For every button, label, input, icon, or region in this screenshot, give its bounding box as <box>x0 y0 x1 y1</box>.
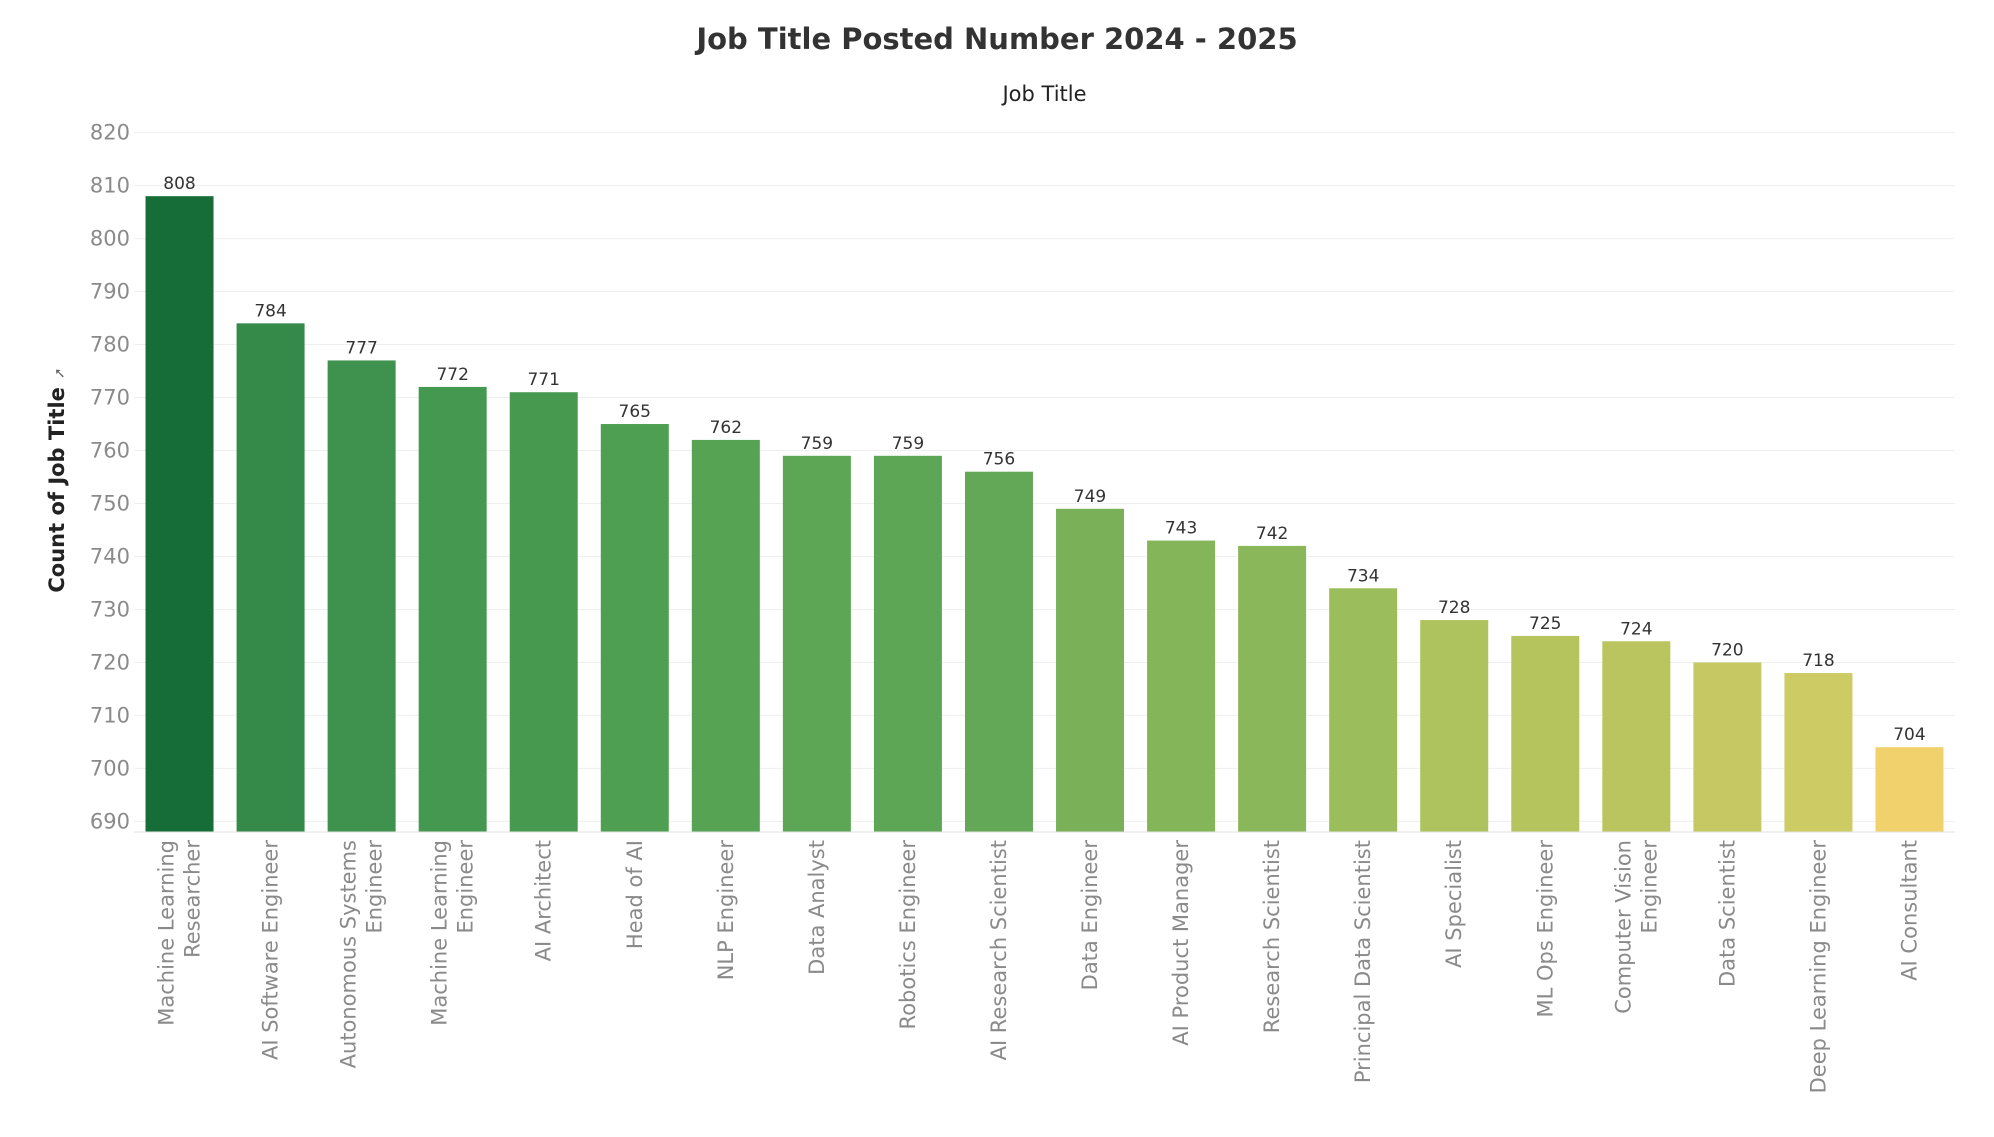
x-category-label: AI Architect <box>532 840 556 961</box>
bar[interactable] <box>964 471 1033 832</box>
bar-value-label: 756 <box>983 450 1015 470</box>
bar[interactable] <box>1238 545 1307 832</box>
bar[interactable] <box>1420 620 1489 832</box>
y-tick-label: 720 <box>90 650 130 674</box>
x-category-label: Computer Vision <box>1611 840 1635 1014</box>
x-category-label: Head of AI <box>623 840 647 949</box>
x-category-label: Machine Learning <box>155 840 179 1026</box>
x-category-label: Data Analyst <box>805 840 829 975</box>
bar-value-label: 734 <box>1347 566 1379 586</box>
bar[interactable] <box>1511 635 1580 832</box>
x-category-label: Data Scientist <box>1715 840 1739 987</box>
y-tick-label: 730 <box>90 597 130 621</box>
bar-value-label: 765 <box>619 402 651 422</box>
y-tick-label: 770 <box>90 386 130 410</box>
bar-value-label: 720 <box>1711 640 1743 660</box>
x-category-label: Principal Data Scientist <box>1351 840 1375 1083</box>
bar-value-label: 704 <box>1893 725 1925 745</box>
bar[interactable] <box>600 424 669 832</box>
x-category-label: AI Research Scientist <box>987 840 1011 1060</box>
bar[interactable] <box>691 439 760 832</box>
x-category-label: Engineer <box>454 840 478 934</box>
bar-value-label: 762 <box>710 418 742 438</box>
bar-value-label: 742 <box>1256 524 1288 544</box>
y-tick-label: 690 <box>90 809 130 833</box>
x-category-label: Deep Learning Engineer <box>1806 840 1830 1094</box>
y-tick-label: 780 <box>90 333 130 357</box>
y-tick-label: 740 <box>90 544 130 568</box>
x-category-label: AI Software Engineer <box>259 840 283 1060</box>
y-tick-label: 700 <box>90 756 130 780</box>
y-tick-label: 820 <box>90 121 130 145</box>
x-category-label: Engineer <box>1637 840 1661 934</box>
bar-value-label: 808 <box>163 174 195 194</box>
x-category-label: Machine Learning <box>428 840 452 1026</box>
bar[interactable] <box>782 455 851 832</box>
bar-value-label: 777 <box>345 338 377 358</box>
bar-value-label: 772 <box>436 365 468 385</box>
bar-value-label: 743 <box>1165 519 1197 539</box>
x-category-label: Autonomous Systems <box>337 840 361 1068</box>
bar-value-label: 749 <box>1074 487 1106 507</box>
y-tick-label: 810 <box>90 174 130 198</box>
x-category-label: ML Ops Engineer <box>1533 840 1557 1018</box>
bar[interactable] <box>236 323 305 832</box>
x-category-label: Robotics Engineer <box>896 840 920 1030</box>
x-category-label: AI Product Manager <box>1169 840 1193 1046</box>
x-category-label: Data Engineer <box>1078 840 1102 991</box>
chart-title: Job Title Posted Number 2024 - 2025 <box>696 22 1298 56</box>
x-category-label: AI Specialist <box>1442 840 1466 968</box>
y-tick-label: 800 <box>90 227 130 251</box>
bar[interactable] <box>327 360 396 832</box>
bar[interactable] <box>418 386 487 832</box>
bar-value-label: 759 <box>892 434 924 454</box>
bar[interactable] <box>1147 540 1216 832</box>
x-category-label: Researcher <box>181 840 205 958</box>
y-tick-label: 750 <box>90 491 130 515</box>
bar[interactable] <box>1056 508 1125 832</box>
x-category-label: Engineer <box>363 840 387 934</box>
x-category-label: AI Consultant <box>1897 840 1921 981</box>
x-category-label: NLP Engineer <box>714 840 738 981</box>
bar-value-label: 771 <box>527 370 559 390</box>
y-tick-label: 710 <box>90 703 130 727</box>
bar[interactable] <box>1602 641 1671 832</box>
bar-value-label: 725 <box>1529 614 1561 634</box>
y-tick-label: 760 <box>90 439 130 463</box>
y-tick-label: 790 <box>90 280 130 304</box>
bar-value-label: 784 <box>254 301 286 321</box>
bar-value-label: 728 <box>1438 598 1470 618</box>
x-axis-header: Job Title <box>1002 82 1087 106</box>
bar[interactable] <box>145 196 214 833</box>
bar[interactable] <box>873 455 942 832</box>
bar-value-label: 759 <box>801 434 833 454</box>
bar[interactable] <box>1329 588 1398 832</box>
x-category-label: Research Scientist <box>1260 840 1284 1033</box>
bar[interactable] <box>509 392 578 832</box>
bar[interactable] <box>1784 673 1853 832</box>
bar-value-label: 724 <box>1620 619 1652 639</box>
bar-value-label: 718 <box>1802 651 1834 671</box>
bar[interactable] <box>1693 662 1762 832</box>
bar[interactable] <box>1875 747 1944 832</box>
